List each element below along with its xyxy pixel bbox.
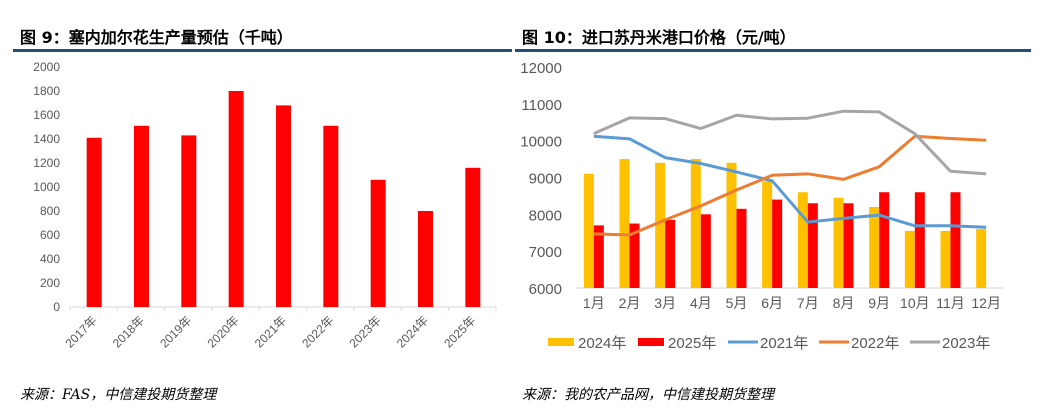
right-title-rule <box>515 49 1031 52</box>
bar-2025年-11月 <box>950 192 961 288</box>
x-tick-label: 5月 <box>726 295 748 311</box>
legend-label-2024年: 2024年 <box>578 335 626 352</box>
y-tick-label: 6000 <box>529 281 562 298</box>
legend-label-2023年: 2023年 <box>942 335 990 352</box>
bar-2024年-9月 <box>869 206 880 288</box>
x-tick-label: 2025年 <box>441 313 478 350</box>
bar-2025年-6月 <box>772 199 783 288</box>
right-source: 来源：我的农产品网，中信建投期货整理 <box>522 387 774 403</box>
bar-2025年-2月 <box>629 223 640 288</box>
x-tick-label: 1月 <box>583 295 605 311</box>
bar-2024年-3月 <box>655 162 666 288</box>
bar-2022年 <box>323 125 339 307</box>
bar-2018年 <box>134 125 149 307</box>
y-tick-label: 1200 <box>33 156 60 170</box>
x-tick-label: 2022年 <box>299 313 336 350</box>
x-tick-label: 2018年 <box>110 313 147 350</box>
x-tick-label: 6月 <box>761 295 783 311</box>
x-tick-label: 11月 <box>936 295 965 311</box>
left-chart-title: 图 9：塞内加尔花生产量预估（千吨） <box>20 28 293 47</box>
y-tick-label: 1600 <box>33 108 60 122</box>
bar-2025年-1月 <box>593 225 604 288</box>
legend-swatch-2024年 <box>548 338 574 346</box>
x-tick-label: 2017年 <box>63 313 100 350</box>
bar-2025年-8月 <box>843 203 854 288</box>
y-tick-label: 600 <box>40 228 60 242</box>
x-tick-label: 9月 <box>868 295 890 311</box>
line-2021年 <box>593 134 987 229</box>
y-tick-label: 200 <box>40 276 60 290</box>
bar-2024年-12月 <box>976 229 987 288</box>
bar-2025年 <box>465 167 481 307</box>
bar-2024年-7月 <box>797 192 808 288</box>
bar-2025年-4月 <box>700 214 711 288</box>
x-tick-label: 2021年 <box>252 313 289 350</box>
y-tick-label: 1400 <box>33 132 60 146</box>
bar-2025年-7月 <box>807 203 818 288</box>
bar-2017年 <box>86 137 102 307</box>
bar-2024年-6月 <box>762 181 773 288</box>
legend-label-2021年: 2021年 <box>760 335 808 352</box>
x-tick-label: 3月 <box>654 295 676 311</box>
legend-swatch-2025年 <box>638 338 664 346</box>
y-tick-label: 10000 <box>520 134 562 151</box>
bar-2021年 <box>276 105 291 308</box>
y-tick-label: 0 <box>53 300 60 314</box>
bar-2024年-1月 <box>583 173 594 288</box>
x-tick-label: 10月 <box>900 295 930 311</box>
y-tick-label: 11000 <box>521 97 562 114</box>
bar-2024年-10月 <box>904 230 915 288</box>
y-tick-label: 1800 <box>33 84 60 98</box>
x-tick-label: 2024年 <box>394 313 431 350</box>
x-tick-label: 2月 <box>619 295 641 311</box>
y-tick-label: 400 <box>40 252 60 266</box>
right-chart-title: 图 10：进口苏丹米港口价格（元/吨） <box>522 28 796 47</box>
y-tick-label: 8000 <box>529 207 562 224</box>
bar-2024年-2月 <box>619 159 630 288</box>
x-tick-label: 8月 <box>833 295 855 311</box>
bar-2020年 <box>228 91 244 307</box>
line-2023年 <box>593 109 987 176</box>
bar-2025年-9月 <box>879 192 890 288</box>
bar-2025年-5月 <box>736 208 747 288</box>
y-tick-label: 2000 <box>33 60 60 74</box>
x-tick-label: 2019年 <box>157 313 194 350</box>
bar-2024年-4月 <box>690 159 701 288</box>
x-tick-label: 2020年 <box>205 313 242 350</box>
bar-2019年 <box>181 135 197 307</box>
y-tick-label: 9000 <box>529 171 562 188</box>
bar-2025年-10月 <box>914 192 925 288</box>
bar-2024年 <box>418 211 433 307</box>
legend-label-2022年: 2022年 <box>851 335 899 352</box>
bar-2024年-5月 <box>726 162 737 288</box>
bar-2023年 <box>370 179 386 307</box>
y-tick-label: 1000 <box>33 180 60 194</box>
x-tick-label: 2023年 <box>347 313 384 350</box>
y-tick-label: 12000 <box>520 60 562 77</box>
x-tick-label: 12月 <box>971 295 1001 311</box>
y-tick-label: 7000 <box>529 244 562 261</box>
left-source: 来源：FAS，中信建投期货整理 <box>20 387 217 403</box>
legend-label-2025年: 2025年 <box>668 335 716 352</box>
left-title-rule <box>13 49 512 52</box>
y-tick-label: 800 <box>40 204 60 218</box>
bar-2024年-8月 <box>833 197 844 288</box>
line-2022年 <box>593 134 987 237</box>
x-tick-label: 4月 <box>690 295 712 311</box>
bar-2024年-11月 <box>940 230 951 288</box>
x-tick-label: 7月 <box>797 295 819 311</box>
bar-2025年-3月 <box>665 219 676 288</box>
